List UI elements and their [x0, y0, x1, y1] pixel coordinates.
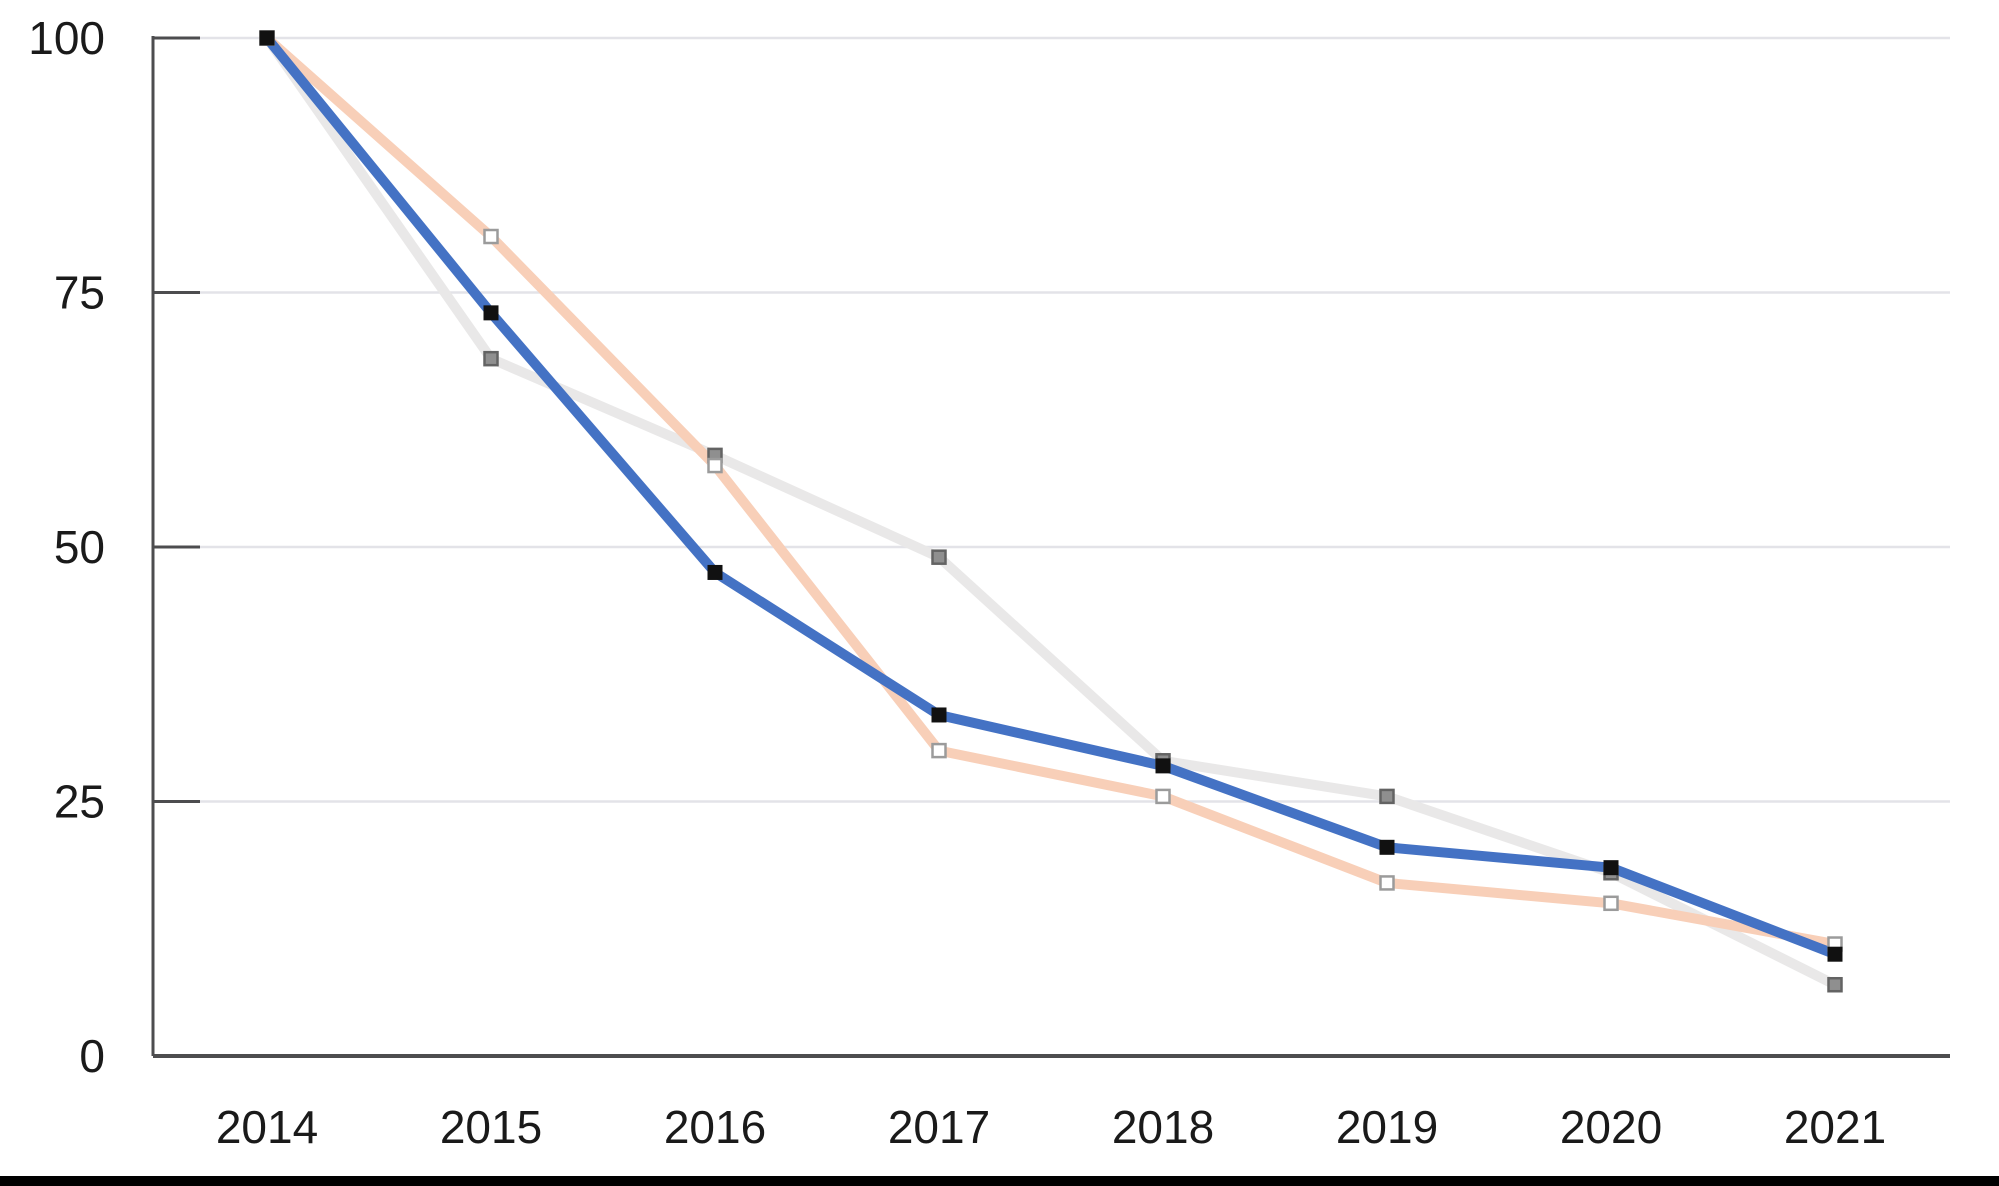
x-tick-label: 2017	[888, 1101, 990, 1153]
x-tick-label: 2018	[1112, 1101, 1214, 1153]
y-tick-label: 0	[79, 1030, 105, 1082]
peach-series-marker	[707, 457, 723, 474]
x-tick-label: 2019	[1336, 1101, 1438, 1153]
y-axis	[151, 36, 200, 1056]
peach-series-marker	[931, 742, 947, 759]
peach-series-marker	[483, 228, 499, 245]
blue-series-marker	[931, 707, 947, 723]
blue-series-markers	[259, 30, 1843, 962]
gray-series-marker	[1379, 788, 1395, 805]
blue-series-marker	[1379, 839, 1395, 855]
y-tick-label: 50	[54, 521, 105, 573]
gridlines	[153, 36, 1950, 803]
gray-series-line	[262, 33, 1840, 990]
peach-series-line	[262, 33, 1840, 950]
x-tick-label: 2020	[1560, 1101, 1662, 1153]
blue-series-marker	[483, 305, 499, 321]
blue-series-marker	[1155, 758, 1171, 774]
x-tick-label: 2021	[1784, 1101, 1886, 1153]
x-tick-labels: 2014 2015 2016 2017 2018 2019 2020 2021	[216, 1101, 1886, 1153]
peach-series-marker	[1155, 788, 1171, 805]
bottom-rule	[0, 1176, 1999, 1186]
blue-series-line	[262, 33, 1840, 960]
gray-series-marker	[1827, 976, 1843, 993]
y-tick-labels: 0 25 50 75 100	[28, 12, 105, 1082]
peach-series-marker	[1603, 895, 1619, 912]
gray-series-marker	[931, 549, 947, 565]
blue-series-marker	[259, 30, 275, 46]
peach-series-marker	[1379, 875, 1395, 891]
y-tick-label: 100	[28, 12, 105, 64]
x-tick-label: 2014	[216, 1101, 318, 1153]
x-tick-label: 2016	[664, 1101, 766, 1153]
y-tick-label: 75	[54, 267, 105, 319]
blue-series-marker	[1827, 946, 1843, 962]
y-tick-label: 25	[54, 776, 105, 828]
blue-series-marker	[1603, 860, 1619, 876]
gray-series-marker	[483, 350, 499, 367]
peach-series-markers	[259, 30, 1843, 952]
x-tick-label: 2015	[440, 1101, 542, 1153]
gray-series-markers	[259, 30, 1843, 993]
blue-series-marker	[707, 564, 723, 580]
